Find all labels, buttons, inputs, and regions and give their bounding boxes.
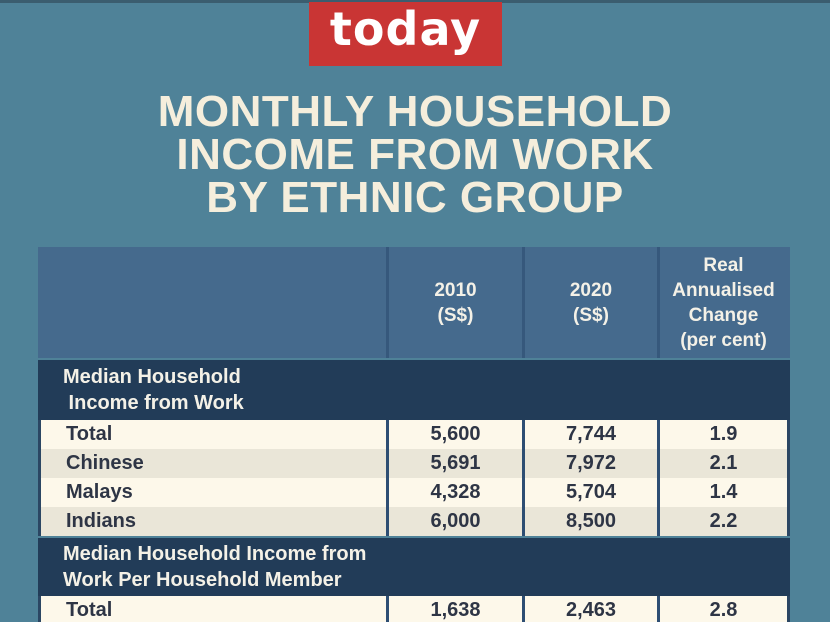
cell-2010-value: 4,328 [386,478,522,507]
column-header-blank [41,247,386,358]
cell-2010-value: 5,691 [386,449,522,478]
row-label: Chinese [66,452,144,474]
cell-2020-value: 8,500 [522,507,657,536]
table-row-total-per-member: Total 1,638 2,463 2.8 [38,596,790,622]
table-header-row: 2010 (S$) 2020 (S$) Real Annualised Chan… [38,247,790,358]
section-heading-household-income: Median Household Income from Work [38,358,790,420]
section-heading-text: Median Household Income from Work [63,366,244,414]
row-label: Total [66,423,113,445]
cell-change-value: 1.4 [657,478,787,507]
row-label: Total [66,599,113,621]
income-table: 2010 (S$) 2020 (S$) Real Annualised Chan… [38,247,790,622]
cell-2020-value: 2,463 [522,596,657,622]
title-line-1: MONTHLY HOUSEHOLD [157,87,673,136]
today-logo-text: today [329,2,482,56]
title-line-3: BY ETHNIC GROUP [206,173,624,222]
section-heading-text: Median Household Income from Work Per Ho… [63,543,367,591]
page-title: MONTHLY HOUSEHOLD INCOME FROM WORK BY ET… [0,87,830,222]
table-row-malays: Malays 4,328 5,704 1.4 [38,478,790,507]
column-header-2010: 2010 (S$) [386,247,522,358]
row-label: Indians [66,510,137,532]
title-line-2: INCOME FROM WORK [176,130,654,179]
cell-2010-value: 1,638 [386,596,522,622]
table-row-chinese: Chinese 5,691 7,972 2.1 [38,449,790,478]
cell-2020-value: 7,972 [522,449,657,478]
column-header-2020: 2020 (S$) [522,247,657,358]
cell-2010-value: 6,000 [386,507,522,536]
section-heading-income-per-member: Median Household Income from Work Per Ho… [38,536,790,596]
table-row-indians: Indians 6,000 8,500 2.2 [38,507,790,536]
top-border-strip [0,0,830,3]
cell-change-value: 2.1 [657,449,787,478]
cell-change-value: 2.2 [657,507,787,536]
cell-2020-value: 7,744 [522,420,657,449]
cell-2020-value: 5,704 [522,478,657,507]
cell-change-value: 1.9 [657,420,787,449]
cell-change-value: 2.8 [657,596,787,622]
cell-2010-value: 5,600 [386,420,522,449]
column-header-real-annualised-change: Real Annualised Change (per cent) [657,247,787,358]
table-row-total: Total 5,600 7,744 1.9 [38,420,790,449]
today-logo: today [309,2,502,66]
row-label: Malays [66,481,133,503]
